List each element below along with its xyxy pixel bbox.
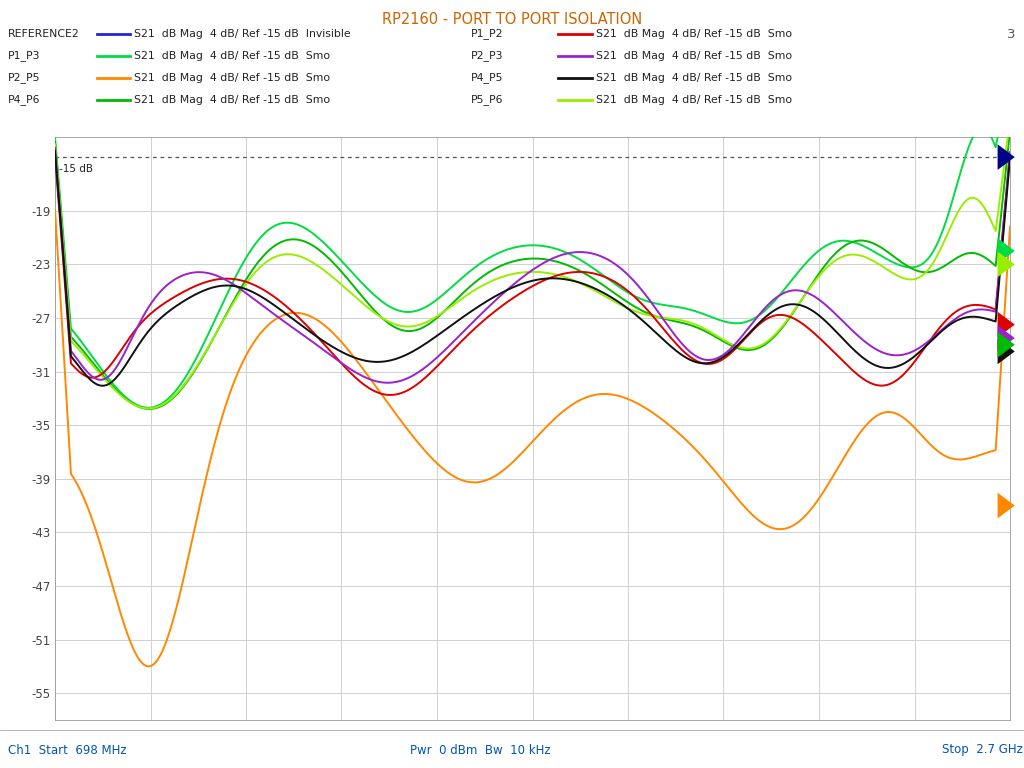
Text: RP2160 - PORT TO PORT ISOLATION: RP2160 - PORT TO PORT ISOLATION (382, 12, 642, 27)
Polygon shape (997, 339, 1015, 364)
Polygon shape (997, 332, 1015, 358)
Text: S21  dB Mag  4 dB/ Ref -15 dB  Smo: S21 dB Mag 4 dB/ Ref -15 dB Smo (134, 51, 331, 61)
Text: S21  dB Mag  4 dB/ Ref -15 dB  Smo: S21 dB Mag 4 dB/ Ref -15 dB Smo (596, 29, 793, 39)
Text: Ch1  Start  698 MHz: Ch1 Start 698 MHz (8, 743, 127, 756)
Text: P4_P5: P4_P5 (471, 72, 504, 84)
Text: P1_P2: P1_P2 (471, 28, 504, 39)
Text: P5_P6: P5_P6 (471, 94, 504, 105)
Text: -15 dB: -15 dB (58, 164, 93, 174)
Text: 3: 3 (1008, 28, 1016, 41)
Polygon shape (997, 312, 1015, 337)
Text: P4_P6: P4_P6 (8, 94, 41, 105)
Text: P1_P3: P1_P3 (8, 51, 41, 61)
Polygon shape (997, 238, 1015, 263)
Polygon shape (997, 251, 1015, 277)
Text: P2_P3: P2_P3 (471, 51, 504, 61)
Text: S21  dB Mag  4 dB/ Ref -15 dB  Invisible: S21 dB Mag 4 dB/ Ref -15 dB Invisible (134, 29, 351, 39)
Text: P2_P5: P2_P5 (8, 72, 41, 84)
Polygon shape (997, 144, 1015, 170)
Text: Pwr  0 dBm  Bw  10 kHz: Pwr 0 dBm Bw 10 kHz (410, 743, 550, 756)
Polygon shape (997, 493, 1015, 518)
Text: S21  dB Mag  4 dB/ Ref -15 dB  Smo: S21 dB Mag 4 dB/ Ref -15 dB Smo (134, 73, 331, 83)
Text: S21  dB Mag  4 dB/ Ref -15 dB  Smo: S21 dB Mag 4 dB/ Ref -15 dB Smo (596, 51, 793, 61)
Text: REFERENCE2: REFERENCE2 (8, 29, 80, 39)
Polygon shape (997, 325, 1015, 351)
Text: S21  dB Mag  4 dB/ Ref -15 dB  Smo: S21 dB Mag 4 dB/ Ref -15 dB Smo (596, 95, 793, 105)
Text: S21  dB Mag  4 dB/ Ref -15 dB  Smo: S21 dB Mag 4 dB/ Ref -15 dB Smo (134, 95, 331, 105)
Text: Stop  2.7 GHz: Stop 2.7 GHz (942, 743, 1023, 756)
Text: S21  dB Mag  4 dB/ Ref -15 dB  Smo: S21 dB Mag 4 dB/ Ref -15 dB Smo (596, 73, 793, 83)
